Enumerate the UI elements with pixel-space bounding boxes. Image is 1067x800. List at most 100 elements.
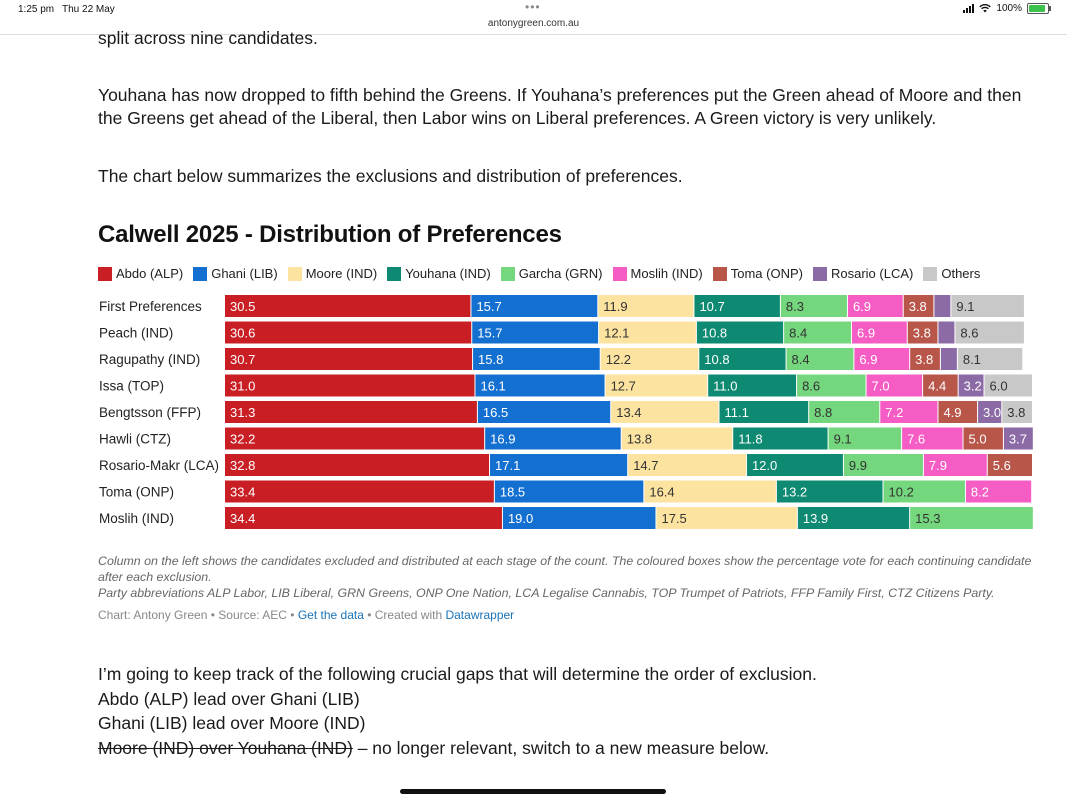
bar-value-label: 14.7 [633, 458, 658, 473]
bar-segment [776, 480, 883, 503]
bar-segment [957, 348, 1023, 370]
bar-value-label: 32.8 [230, 458, 255, 473]
more-dots-icon[interactable]: ••• [525, 0, 541, 14]
bar-segment [984, 374, 1032, 397]
bar-value-label: 3.7 [1009, 432, 1027, 447]
bar-segment [955, 321, 1024, 344]
bar-value-label: 30.5 [230, 299, 255, 314]
row-label: Ragupathy (IND) [99, 352, 200, 367]
bar-segment [696, 321, 784, 344]
datawrapper-link[interactable]: Datawrapper [445, 608, 515, 622]
legend-label: Abdo (ALP) [116, 266, 184, 281]
bar-segment [473, 348, 600, 370]
legend-item: Rosario (LCA) [812, 266, 914, 281]
status-indicators: 100% [963, 3, 1051, 14]
bar-value-label: 17.1 [495, 458, 520, 473]
bar-value-label: 5.6 [993, 458, 1011, 473]
bar-value-label: 15.7 [477, 326, 502, 341]
bar-segment [611, 401, 719, 423]
bar-segment [225, 507, 502, 529]
bar-segment [225, 454, 490, 476]
row-label: Rosario-Makr (LCA) [99, 458, 219, 473]
legend-label: Garcha (GRN) [518, 266, 603, 281]
row-label: Bengtsson (FFP) [99, 405, 201, 420]
bar-value-label: 8.4 [792, 352, 810, 367]
bar-value-label: 8.1 [963, 352, 981, 367]
bar-segment [225, 427, 485, 450]
bar-segment [847, 295, 903, 317]
row-label: Hawli (CTZ) [99, 432, 171, 447]
credit-mid-text: • Created with [363, 608, 446, 622]
bar-value-label: 10.7 [699, 299, 724, 314]
home-indicator[interactable] [400, 789, 666, 794]
chart-title: Calwell 2025 - Distribution of Preferenc… [98, 221, 562, 248]
status-time: 1:25 pm [18, 4, 55, 15]
bar-value-label: 19.0 [508, 511, 533, 526]
legend-item: Youhana (IND) [387, 266, 491, 281]
bar-segment [910, 507, 1033, 529]
bar-segment [225, 480, 494, 503]
legend-swatch [500, 266, 515, 281]
bar-value-label: 16.9 [490, 432, 515, 447]
bar-value-label: 7.0 [872, 379, 890, 394]
legend-label: Rosario (LCA) [830, 266, 914, 281]
bar-value-label: 8.2 [971, 485, 989, 500]
bar-value-label: 11.1 [724, 405, 748, 420]
bar-value-label: 5.0 [969, 432, 987, 447]
bar-value-label: 13.4 [616, 405, 641, 420]
bar-segment [699, 348, 786, 370]
legend-label: Others [941, 266, 981, 281]
credit-text: Chart: Antony Green • Source: AEC • [98, 608, 298, 622]
paragraph-3-line-2: Abdo (ALP) lead over Ghani (LIB) [98, 688, 360, 709]
bar-value-label: 10.8 [702, 326, 727, 341]
bar-value-label: 12.0 [752, 458, 777, 473]
bar-segment [605, 374, 708, 397]
row-label: Toma (ONP) [99, 485, 174, 500]
bar-value-label: 7.6 [907, 432, 925, 447]
legend-label: Youhana (IND) [405, 266, 491, 281]
stacked-bar-chart: First Preferences 30.5 15.7 11.9 10.7 8.3 6.9 3… [99, 295, 1033, 529]
bar-value-label: 13.8 [627, 432, 652, 447]
bar-value-label: 31.3 [230, 405, 255, 420]
bar-value-label: 12.7 [611, 379, 636, 394]
bar-value-label: 8.3 [786, 299, 804, 314]
bar-value-label: 3.8 [1007, 405, 1025, 420]
bar-value-label: 8.8 [814, 405, 832, 420]
bar-segment [719, 401, 809, 423]
bar-value-label: 9.9 [849, 458, 867, 473]
legend-label: Moore (IND) [305, 266, 378, 281]
bar-segment [934, 295, 951, 317]
bar-segment [923, 454, 987, 476]
bar-segment [746, 454, 843, 476]
bar-segment [951, 295, 1024, 317]
bar-value-label: 3.8 [913, 326, 931, 341]
bar-value-label: 6.9 [859, 352, 877, 367]
bar-value-label: 3.0 [983, 405, 1001, 420]
article-paragraph-2: The chart below summarizes the exclusion… [98, 166, 683, 186]
legend-label: Moslih (IND) [630, 266, 703, 281]
bar-segment [907, 321, 938, 344]
bar-segment [784, 321, 852, 344]
bar-value-label: 11.0 [713, 379, 737, 394]
bar-value-label: 16.5 [483, 405, 508, 420]
bar-value-label: 16.1 [480, 379, 505, 394]
legend-item: Toma (ONP) [712, 266, 803, 281]
address-bar-url[interactable]: antonygreen.com.au [487, 18, 580, 29]
bar-value-label: 11.9 [603, 299, 627, 314]
bar-segment [490, 454, 628, 476]
legend-item: Others [923, 266, 980, 281]
bar-value-label: 11.8 [738, 432, 762, 447]
legend-swatch [387, 266, 402, 281]
bar-segment [708, 374, 797, 397]
bar-value-label: 4.4 [928, 379, 946, 394]
legend-swatch [712, 266, 727, 281]
bar-segment [1002, 401, 1032, 423]
bar-segment [958, 374, 984, 397]
bar-segment [938, 401, 978, 423]
bar-value-label: 10.8 [704, 352, 729, 367]
paragraph-3-line-1: I’m going to keep track of the following… [98, 664, 817, 684]
get-the-data-link[interactable]: Get the data [297, 608, 364, 622]
bar-value-label: 32.2 [230, 432, 255, 447]
bar-segment [903, 295, 934, 317]
chart-legend: Abdo (ALP) Ghani (LIB) Moore (IND) Youhana … [98, 266, 980, 281]
